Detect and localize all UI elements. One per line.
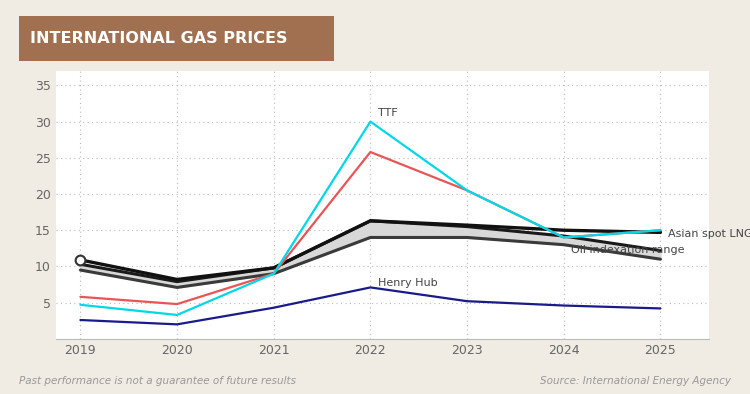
- Text: Oil indexation range: Oil indexation range: [572, 245, 685, 255]
- Text: TTF: TTF: [378, 108, 398, 118]
- Text: Source: International Energy Agency: Source: International Energy Agency: [540, 376, 731, 386]
- Text: Past performance is not a guarantee of future results: Past performance is not a guarantee of f…: [19, 376, 296, 386]
- Text: INTERNATIONAL GAS PRICES: INTERNATIONAL GAS PRICES: [30, 31, 287, 46]
- Text: Henry Hub: Henry Hub: [378, 278, 438, 288]
- Text: Asian spot LNG: Asian spot LNG: [668, 229, 750, 239]
